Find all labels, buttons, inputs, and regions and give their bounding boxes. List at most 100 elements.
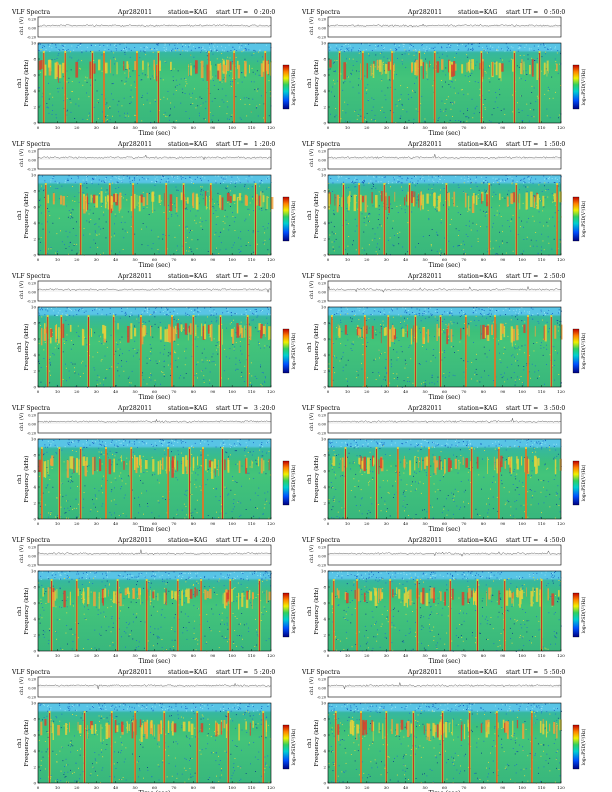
emission-streak <box>486 325 489 335</box>
noise-speck <box>527 58 529 60</box>
colorbar-label: log₁₀PSD(V²/Hz) <box>580 332 587 369</box>
emission-streak <box>446 329 449 345</box>
noise-speck <box>342 352 344 354</box>
noise-speck <box>258 344 260 346</box>
noise-speck <box>99 456 100 458</box>
noise-speck <box>448 339 450 341</box>
noise-speck <box>201 48 203 49</box>
noise-speck <box>422 236 424 237</box>
noise-speck <box>531 116 533 117</box>
noise-speck <box>534 371 536 373</box>
noise-speck <box>485 72 487 74</box>
noise-speck <box>425 58 426 60</box>
burst-mark <box>64 51 67 123</box>
noise-speck <box>331 241 333 243</box>
noise-speck <box>523 185 525 187</box>
noise-speck <box>71 91 73 92</box>
noise-speck <box>67 308 69 309</box>
noise-speck <box>253 81 255 83</box>
emission-streak <box>337 194 339 207</box>
noise-speck <box>332 246 334 248</box>
emission-streak <box>232 194 236 201</box>
noise-speck <box>123 177 125 179</box>
noise-speck <box>265 44 267 46</box>
emission-streak <box>200 60 204 78</box>
noise-speck <box>540 309 542 311</box>
noise-speck <box>179 83 181 85</box>
noise-speck <box>159 181 161 183</box>
noise-speck <box>181 331 182 332</box>
noise-speck <box>456 205 458 207</box>
noise-speck <box>237 440 238 442</box>
colorbar-label: log₁₀PSD(V²/Hz) <box>290 332 297 369</box>
noise-speck <box>428 311 430 313</box>
noise-speck <box>216 349 217 351</box>
noise-speck <box>541 342 542 344</box>
noise-speck <box>457 45 458 46</box>
noise-speck <box>65 310 67 312</box>
noise-speck <box>507 177 509 179</box>
noise-speck <box>146 490 147 492</box>
noise-speck <box>256 463 258 465</box>
noise-speck <box>156 181 158 183</box>
noise-speck <box>362 311 364 313</box>
time-tick-label: 50 <box>423 125 429 130</box>
noise-speck <box>131 370 133 372</box>
noise-speck <box>236 368 238 370</box>
emission-streak <box>226 192 230 202</box>
noise-speck <box>173 318 175 320</box>
noise-speck <box>215 232 217 234</box>
noise-speck <box>134 177 135 179</box>
noise-speck <box>244 220 246 222</box>
noise-speck <box>439 351 440 353</box>
noise-speck <box>82 192 84 193</box>
noise-speck <box>467 180 469 182</box>
noise-speck <box>206 359 208 361</box>
noise-speck <box>100 518 101 519</box>
noise-speck <box>57 188 59 189</box>
noise-speck <box>356 195 357 196</box>
noise-speck <box>529 178 531 180</box>
noise-speck <box>546 221 548 223</box>
noise-speck <box>334 71 336 73</box>
noise-speck <box>57 54 59 56</box>
noise-speck <box>98 340 100 342</box>
noise-speck <box>86 440 87 441</box>
noise-speck <box>464 175 466 177</box>
noise-speck <box>426 332 428 334</box>
noise-speck <box>144 74 146 76</box>
noise-speck <box>215 75 217 77</box>
noise-speck <box>98 218 100 220</box>
noise-speck <box>513 372 515 373</box>
noise-speck <box>537 321 539 322</box>
noise-speck <box>86 179 88 181</box>
noise-speck <box>495 253 496 255</box>
noise-speck <box>108 456 110 458</box>
noise-speck <box>471 43 473 45</box>
noise-speck <box>187 315 189 316</box>
noise-speck <box>473 342 474 343</box>
noise-speck <box>388 239 389 241</box>
noise-speck <box>168 313 170 315</box>
noise-speck <box>379 248 380 250</box>
noise-speck <box>558 182 560 184</box>
noise-speck <box>142 482 144 484</box>
noise-speck <box>545 190 547 192</box>
noise-speck <box>163 442 165 444</box>
noise-speck <box>514 348 516 350</box>
noise-speck <box>385 182 387 184</box>
noise-speck <box>134 497 136 499</box>
noise-speck <box>254 309 256 310</box>
noise-speck <box>375 334 377 336</box>
noise-speck <box>442 375 444 377</box>
noise-speck <box>499 212 500 214</box>
noise-speck <box>266 442 267 444</box>
noise-speck <box>123 440 125 442</box>
emission-streak <box>190 65 192 76</box>
noise-speck <box>417 183 418 184</box>
noise-speck <box>530 377 531 379</box>
noise-speck <box>209 112 211 113</box>
noise-speck <box>554 58 556 60</box>
noise-speck <box>475 179 477 181</box>
noise-speck <box>155 101 156 102</box>
